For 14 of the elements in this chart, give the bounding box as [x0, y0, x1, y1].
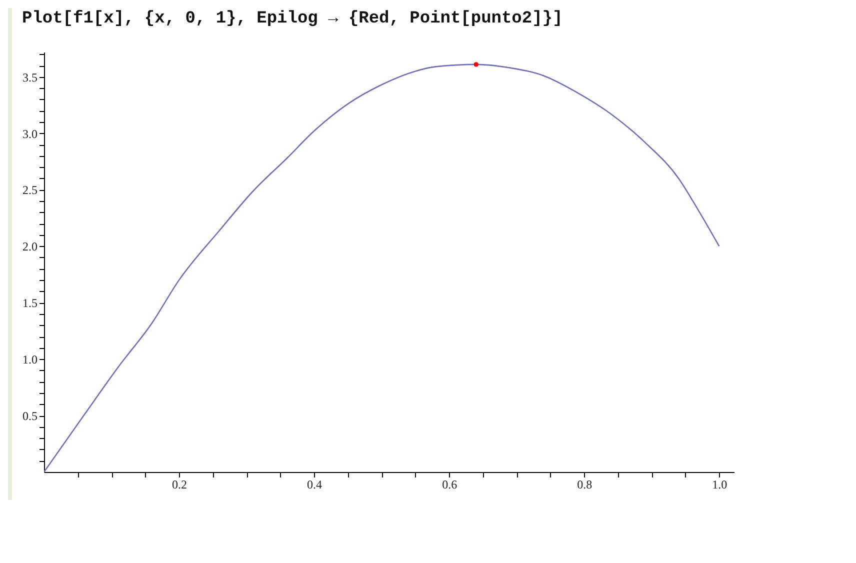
y-tick-label: 3.5 [22, 70, 38, 84]
y-tick-label: 2.5 [22, 183, 38, 198]
x-tick-label: 0.6 [442, 478, 458, 492]
line-series [44, 64, 720, 472]
chart-title: Plot[f1[x], {x, 0, 1}, Epilog → {Red, Point[punto2]}] [22, 9, 563, 28]
y-tick-label: 3.0 [22, 126, 38, 141]
x-tick-label: 0.2 [172, 478, 188, 492]
x-tick-label: 1.0 [712, 478, 728, 492]
y-tick-label: 1.0 [22, 352, 38, 367]
y-tick-label: 2.0 [22, 240, 38, 254]
x-tick-label: 0.8 [577, 478, 592, 492]
y-tick-label: 1.5 [22, 296, 38, 310]
y-tick-label: 0.5 [22, 409, 38, 424]
x-tick-label: 0.4 [307, 478, 322, 492]
